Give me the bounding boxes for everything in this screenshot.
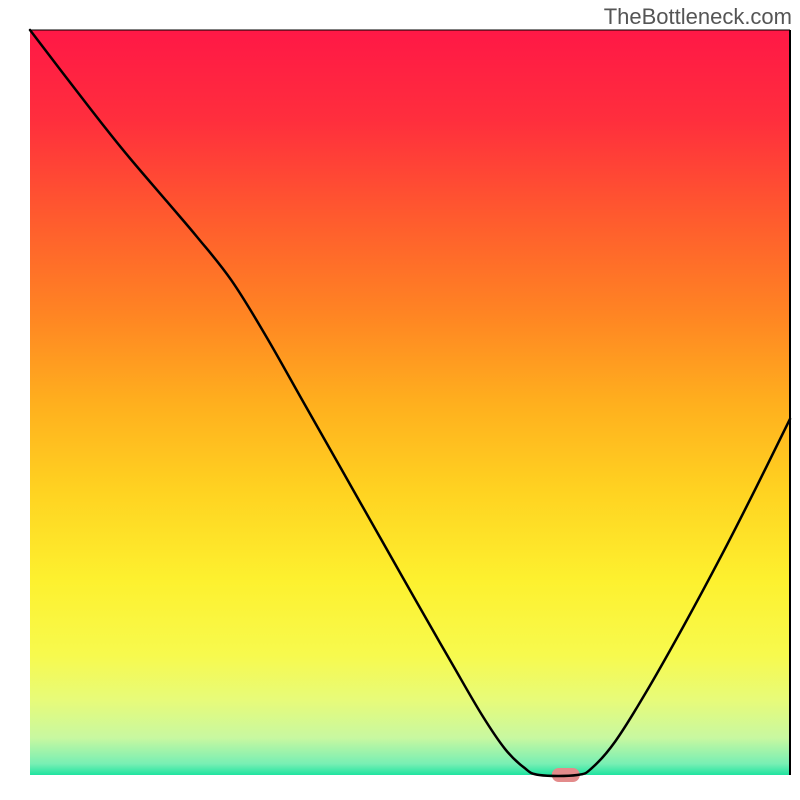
gradient-background [30,30,790,775]
chart-svg [0,0,800,800]
watermark-text: TheBottleneck.com [604,4,792,30]
bottleneck-chart: TheBottleneck.com [0,0,800,800]
